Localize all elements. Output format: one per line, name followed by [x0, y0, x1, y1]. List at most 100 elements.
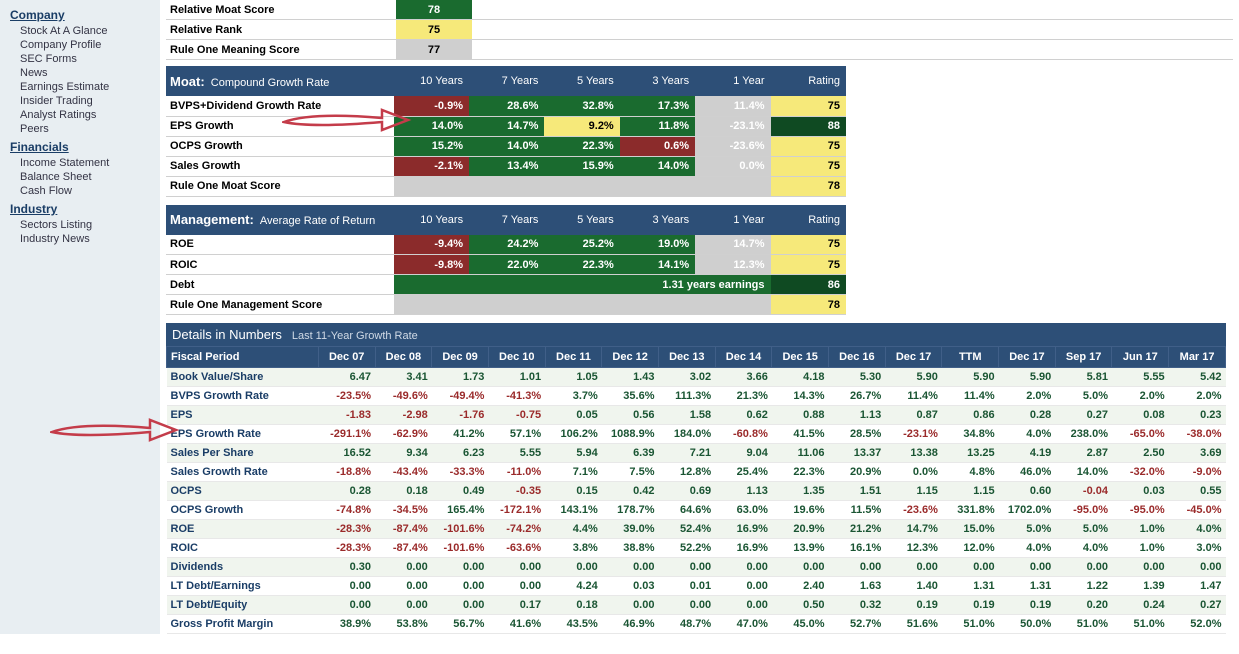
detail-row-label: ROE	[167, 520, 319, 539]
period-header: Dec 10	[488, 347, 545, 368]
metric-cell: -9.8%	[394, 255, 469, 275]
sidebar-item[interactable]: Cash Flow	[4, 184, 156, 198]
detail-cell: 5.94	[545, 444, 602, 463]
sidebar-item[interactable]: Analyst Ratings	[4, 108, 156, 122]
score-value: 77	[396, 40, 472, 59]
detail-cell: 1.39	[1112, 577, 1169, 596]
detail-cell: 0.20	[1055, 596, 1112, 615]
detail-cell: 0.00	[1055, 558, 1112, 577]
row-label: OCPS Growth	[166, 136, 394, 156]
sidebar-item[interactable]: Insider Trading	[4, 94, 156, 108]
detail-cell: 0.19	[885, 596, 942, 615]
sidebar-section-financials[interactable]: Financials	[4, 136, 156, 156]
row-label: ROE	[166, 235, 394, 255]
detail-cell: 0.00	[942, 558, 999, 577]
detail-cell: 3.0%	[1169, 539, 1226, 558]
period-header: TTM	[942, 347, 999, 368]
detail-row-label: LT Debt/Equity	[167, 596, 319, 615]
detail-row-label: Dividends	[167, 558, 319, 577]
detail-cell: 3.02	[658, 368, 715, 387]
sidebar-item[interactable]: Balance Sheet	[4, 170, 156, 184]
sidebar-item[interactable]: Stock At A Glance	[4, 24, 156, 38]
detail-cell: -291.1%	[318, 425, 375, 444]
detail-cell: 1.31	[999, 577, 1056, 596]
detail-cell: 16.9%	[715, 539, 772, 558]
detail-cell: 0.05	[545, 406, 602, 425]
detail-cell: -34.5%	[375, 501, 432, 520]
sidebar-item[interactable]: Income Statement	[4, 156, 156, 170]
metric-cell: 14.1%	[620, 255, 695, 275]
section-header: Management: Average Rate of Return	[166, 205, 394, 235]
sidebar-section-company[interactable]: Company	[4, 4, 156, 24]
detail-cell: 0.01	[658, 577, 715, 596]
detail-row-label: ROIC	[167, 539, 319, 558]
detail-cell: 13.37	[829, 444, 886, 463]
detail-cell: 0.55	[1169, 482, 1226, 501]
sidebar-item[interactable]: News	[4, 66, 156, 80]
col-header: Rating	[771, 66, 847, 96]
detail-cell: -87.4%	[375, 539, 432, 558]
sidebar-item[interactable]: SEC Forms	[4, 52, 156, 66]
detail-cell: 4.0%	[999, 425, 1056, 444]
detail-cell: 1.73	[432, 368, 489, 387]
detail-cell: -1.76	[432, 406, 489, 425]
metric-cell: -23.6%	[695, 136, 770, 156]
metric-cell: 14.0%	[469, 136, 544, 156]
col-header: 3 Years	[620, 66, 695, 96]
detail-cell: 52.0%	[1169, 615, 1226, 634]
detail-cell: 22.3%	[772, 463, 829, 482]
detail-cell: 5.0%	[1055, 520, 1112, 539]
detail-cell: 48.7%	[658, 615, 715, 634]
sidebar-section-industry[interactable]: Industry	[4, 198, 156, 218]
detail-cell: 1.05	[545, 368, 602, 387]
detail-cell: 0.28	[999, 406, 1056, 425]
metric-cell: 22.3%	[544, 255, 619, 275]
sidebar-item[interactable]: Sectors Listing	[4, 218, 156, 232]
detail-cell: -23.5%	[318, 387, 375, 406]
detail-cell: 52.7%	[829, 615, 886, 634]
detail-cell: -2.98	[375, 406, 432, 425]
detail-cell: 11.4%	[885, 387, 942, 406]
detail-cell: 1.31	[942, 577, 999, 596]
sidebar-item[interactable]: Peers	[4, 122, 156, 136]
detail-cell: 2.87	[1055, 444, 1112, 463]
sidebar-item[interactable]: Industry News	[4, 232, 156, 246]
detail-cell: 0.00	[1169, 558, 1226, 577]
period-header: Dec 08	[375, 347, 432, 368]
row-label: ROIC	[166, 255, 394, 275]
detail-cell: 2.0%	[999, 387, 1056, 406]
detail-cell: 51.0%	[942, 615, 999, 634]
detail-cell: -43.4%	[375, 463, 432, 482]
detail-row-label: Sales Growth Rate	[167, 463, 319, 482]
detail-cell: 14.7%	[885, 520, 942, 539]
detail-cell: 53.8%	[375, 615, 432, 634]
detail-cell: -87.4%	[375, 520, 432, 539]
detail-cell: 0.42	[602, 482, 659, 501]
detail-cell: 20.9%	[829, 463, 886, 482]
detail-cell: 1.35	[772, 482, 829, 501]
detail-row-label: Gross Profit Margin	[167, 615, 319, 634]
detail-cell: -74.2%	[488, 520, 545, 539]
detail-cell: 0.88	[772, 406, 829, 425]
detail-cell: 35.6%	[602, 387, 659, 406]
period-header: Mar 17	[1169, 347, 1226, 368]
detail-cell: -62.9%	[375, 425, 432, 444]
detail-row-label: OCPS Growth	[167, 501, 319, 520]
detail-cell: -23.1%	[885, 425, 942, 444]
col-header: 5 Years	[544, 205, 619, 235]
moat-table: Moat: Compound Growth Rate10 Years7 Year…	[166, 66, 1233, 197]
metric-cell: -0.9%	[394, 96, 469, 116]
sidebar-item[interactable]: Company Profile	[4, 38, 156, 52]
sidebar-item[interactable]: Earnings Estimate	[4, 80, 156, 94]
metric-cell: 25.2%	[544, 235, 619, 255]
row-label: Debt	[166, 275, 394, 295]
detail-cell: 1.15	[885, 482, 942, 501]
detail-cell: 2.40	[772, 577, 829, 596]
detail-cell: 2.0%	[1112, 387, 1169, 406]
detail-row-label: EPS	[167, 406, 319, 425]
detail-cell: 46.9%	[602, 615, 659, 634]
metric-cell: -9.4%	[394, 235, 469, 255]
detail-row-label: LT Debt/Earnings	[167, 577, 319, 596]
col-header: 7 Years	[469, 66, 544, 96]
detail-cell: 38.9%	[318, 615, 375, 634]
